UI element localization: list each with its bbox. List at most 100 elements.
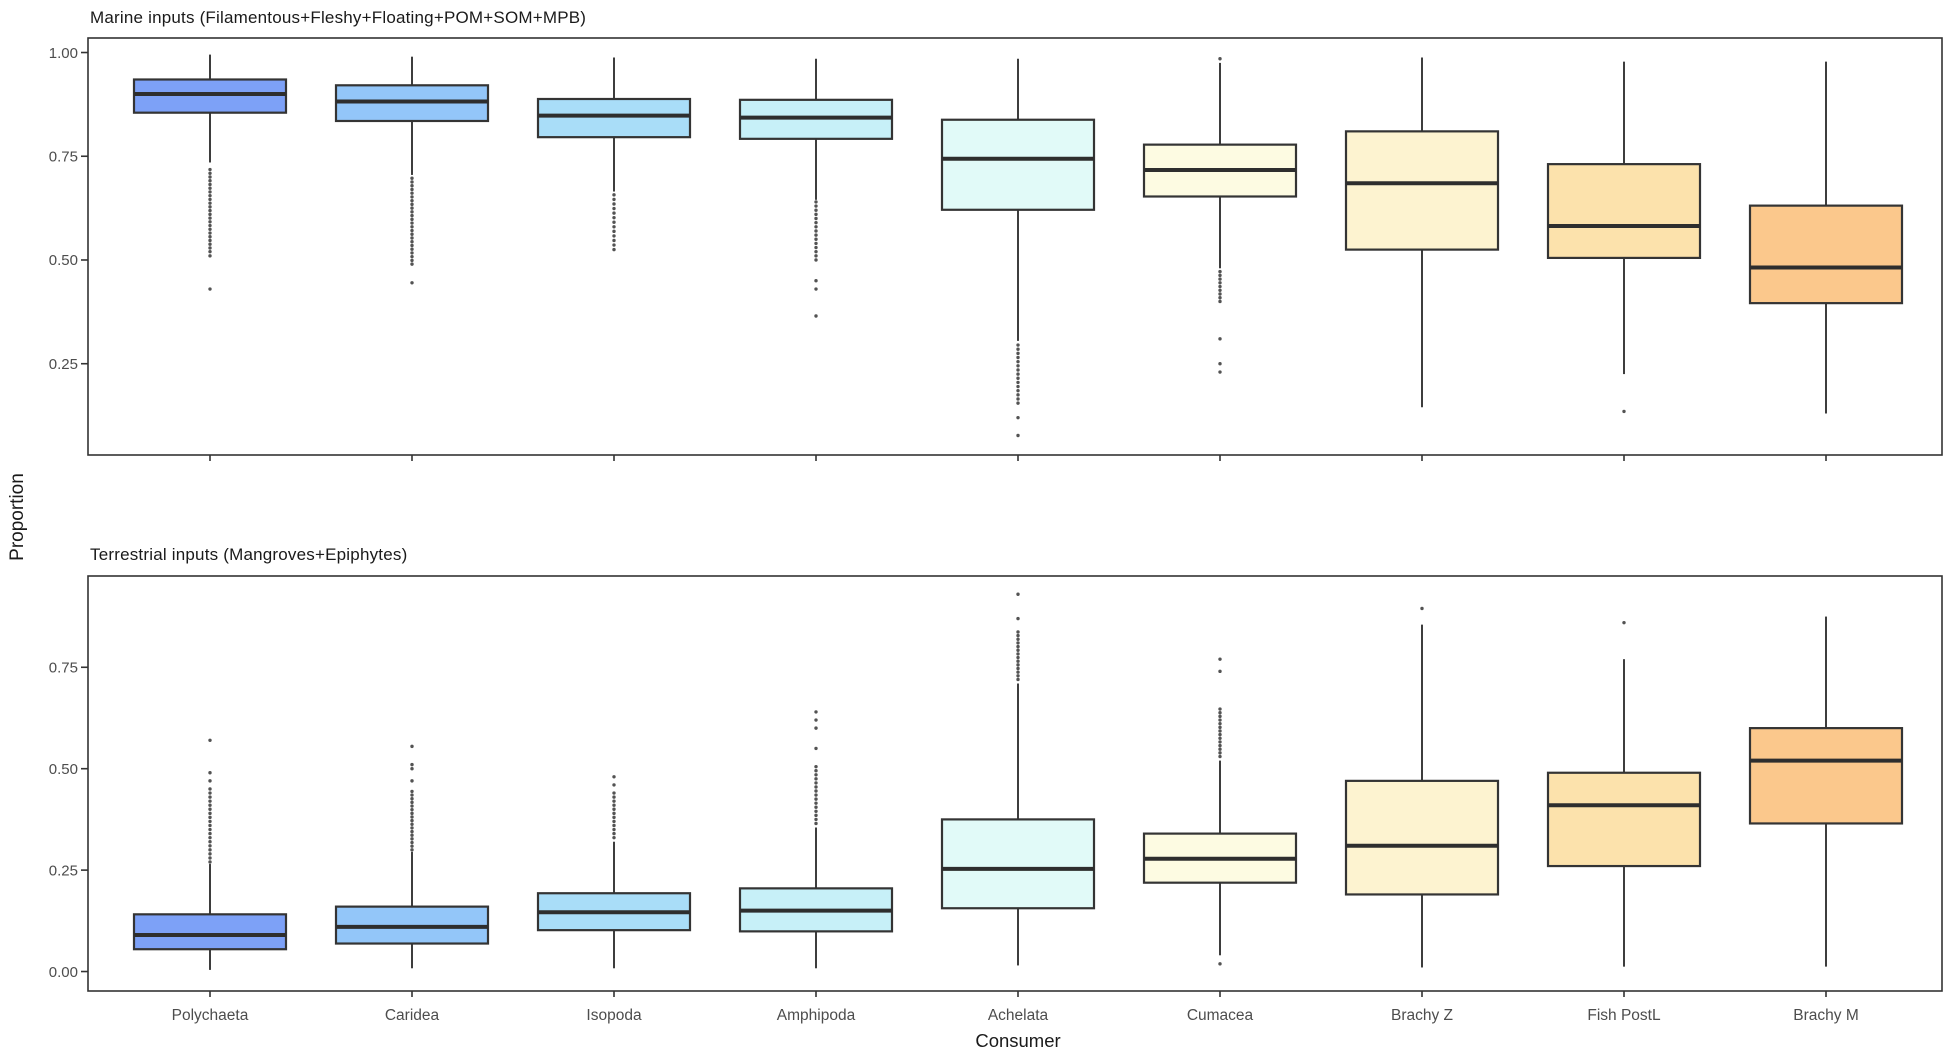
outlier-dot: [1016, 648, 1020, 652]
outlier-dot: [1016, 677, 1020, 682]
x-category-label: Polychaeta: [172, 1007, 249, 1024]
outlier-dot: [410, 818, 414, 823]
outlier-dot: [814, 225, 818, 229]
outlier-dot: [208, 860, 212, 864]
outlier-dot: [1016, 641, 1020, 645]
outlier-dot: [1218, 281, 1222, 285]
outlier-dot: [208, 238, 212, 243]
outlier-dot: [410, 822, 414, 826]
outlier-dot: [1016, 393, 1020, 397]
outlier-dot: [208, 787, 212, 791]
outlier-dot: [410, 258, 414, 263]
outlier-dot: [1218, 57, 1222, 61]
outlier-dot: [1218, 747, 1222, 751]
outlier-dot: [1016, 351, 1020, 356]
outlier-dot: [612, 202, 616, 206]
outlier-dot: [208, 811, 212, 816]
outlier-dot: [1016, 347, 1020, 351]
x-axis-title: Consumer: [975, 1030, 1061, 1051]
outlier-dot: [1016, 592, 1020, 596]
outlier-dot: [1016, 368, 1020, 372]
outlier-dot: [208, 182, 212, 187]
y-tick-label: 0.25: [49, 862, 78, 879]
outlier-dot: [410, 837, 414, 841]
outlier-dot: [612, 807, 616, 811]
x-category-label: Brachy M: [1793, 1007, 1858, 1024]
outlier-dot: [410, 840, 414, 845]
outlier-dot: [1218, 296, 1222, 300]
outlier-dot: [814, 254, 818, 258]
outlier-dot: [1218, 273, 1222, 278]
outlier-dot: [208, 167, 212, 172]
panel-title-marine: Marine inputs (Filamentous+Fleshy+Floati…: [90, 8, 587, 27]
outlier-dot: [208, 212, 212, 217]
outlier-dot: [410, 762, 414, 767]
outlier-dot: [814, 805, 818, 809]
outlier-dot: [208, 193, 212, 198]
outlier-dot: [612, 803, 616, 807]
outlier-dot: [612, 206, 616, 211]
outlier-dot: [410, 826, 414, 830]
outlier-dot: [410, 829, 414, 834]
outlier-dot: [1218, 277, 1222, 281]
x-category-label: Cumacea: [1187, 1007, 1254, 1024]
outlier-dot: [1016, 355, 1020, 360]
outlier-dot: [410, 833, 414, 837]
outlier-dot: [1218, 725, 1222, 730]
outlier-dot: [612, 229, 616, 234]
outlier-dot: [208, 227, 212, 231]
outlier-dot: [208, 738, 212, 742]
x-category-label: Fish PostL: [1587, 1007, 1661, 1024]
outlier-dot: [814, 237, 818, 241]
outlier-dot: [814, 241, 818, 246]
outlier-dot: [1218, 751, 1222, 755]
outlier-dot: [1218, 714, 1222, 719]
outlier-dot: [1218, 669, 1222, 674]
outlier-dot: [208, 848, 212, 852]
outlier-dot: [1218, 370, 1222, 374]
outlier-dot: [612, 815, 616, 820]
outlier-dot: [410, 198, 414, 203]
outlier-dot: [1218, 962, 1222, 966]
panel-title-terrestrial: Terrestrial inputs (Mangroves+Epiphytes): [90, 545, 408, 564]
outlier-dot: [1016, 433, 1020, 438]
outlier-dot: [410, 815, 414, 819]
outlier-dot: [814, 817, 818, 822]
outlier-dot: [410, 281, 414, 285]
outlier-dot: [1016, 637, 1020, 641]
outlier-dot: [410, 191, 414, 195]
outlier-dot: [1016, 388, 1020, 393]
outlier-dot: [410, 225, 414, 229]
outlier-dot: [814, 314, 818, 318]
outlier-dot: [410, 789, 414, 794]
outlier-dot: [208, 827, 212, 832]
outlier-dot: [612, 819, 616, 824]
outlier-dot: [208, 201, 212, 205]
outlier-dot: [410, 766, 414, 771]
outlier-dot: [1016, 415, 1020, 420]
outlier-dot: [612, 783, 616, 787]
outlier-dot: [814, 801, 818, 805]
outlier-dot: [410, 195, 414, 199]
outlier-dot: [208, 235, 212, 239]
outlier-dot: [612, 225, 616, 229]
box-marine-Isopoda: [536, 97, 692, 139]
outlier-dot: [410, 844, 414, 848]
outlier-dot: [612, 811, 616, 816]
outlier-dot: [1218, 288, 1222, 292]
outlier-dot: [814, 746, 818, 751]
outlier-dot: [1218, 740, 1222, 744]
outlier-dot: [612, 238, 616, 243]
outlier-dot: [410, 187, 414, 192]
box-terrestrial-Achelata: [940, 818, 1096, 910]
outlier-dot: [410, 228, 414, 233]
outlier-dot: [410, 243, 414, 248]
outlier-dot: [208, 246, 212, 250]
outlier-dot: [1218, 743, 1222, 748]
outlier-dot: [814, 726, 818, 730]
outlier-dot: [1016, 401, 1020, 405]
x-category-label: Amphipoda: [777, 1007, 856, 1024]
outlier-dot: [208, 205, 212, 209]
outlier-dot: [208, 249, 212, 254]
